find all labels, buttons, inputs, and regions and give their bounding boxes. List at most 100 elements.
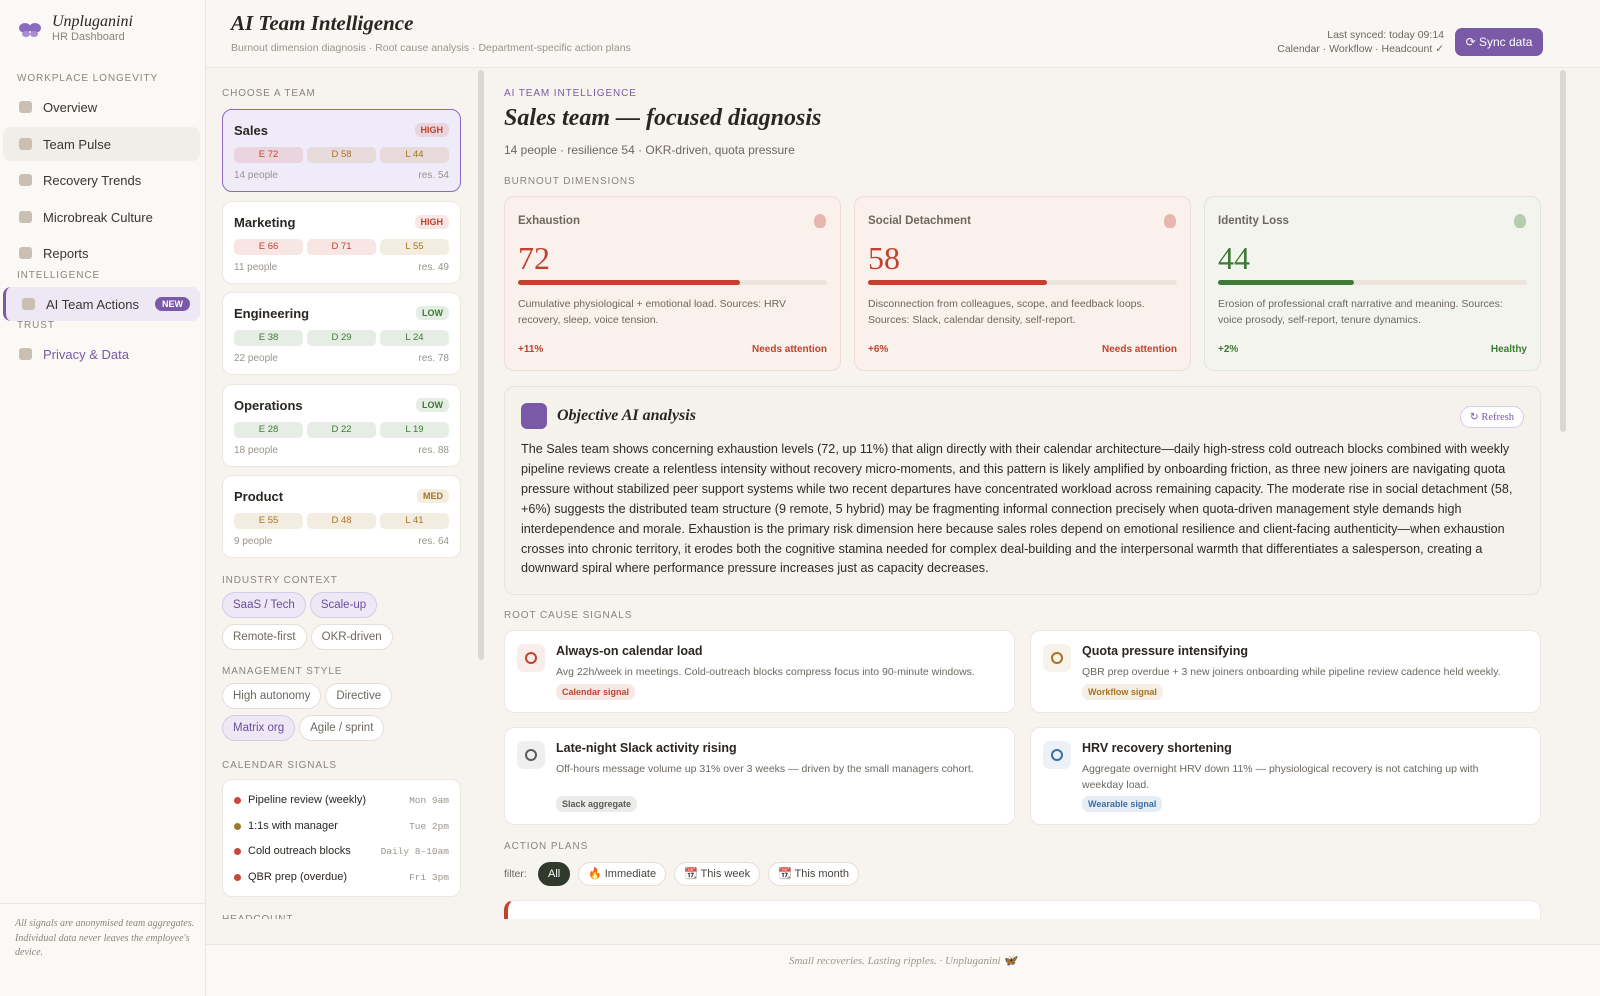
dimension-card: Social Detachment 58 Disconnection from co… (854, 196, 1191, 371)
dimension-label: Identity Loss (1218, 215, 1289, 227)
option-pill[interactable]: Agile / sprint (299, 715, 385, 741)
dimension-bar (1218, 280, 1354, 285)
team-name: Engineering (234, 306, 310, 321)
team-card[interactable]: Operations LOW E 28 D 22 L 19 18 people res. 8… (222, 383, 461, 467)
root-cause-icon (517, 644, 545, 672)
event-dot (234, 873, 241, 881)
team-resilience: res. 64 (418, 536, 449, 547)
dimension-chip: E 72 (234, 147, 303, 163)
nav-label: AI Team Actions (46, 296, 139, 312)
filter-chip[interactable]: All (538, 862, 571, 886)
icon-glyph (1051, 749, 1063, 761)
nav-item[interactable]: Reports (3, 236, 200, 270)
nav-badge: NEW (155, 296, 190, 311)
event-name: 1:1s with manager (248, 819, 338, 832)
section-title: CHOOSE A TEAM (222, 88, 316, 99)
dimension-status: Needs attention (1101, 344, 1177, 355)
nav-icon (19, 174, 32, 186)
footer: Small recoveries. Lasting ripples. · Unp… (206, 944, 1600, 996)
dimension-value: 44 (1218, 240, 1250, 276)
nav-item[interactable]: Microbreak Culture (3, 200, 200, 234)
bar-track (518, 280, 827, 285)
root-cause-title: Quota pressure intensifying (1082, 644, 1249, 658)
section-title: BURNOUT DIMENSIONS (504, 176, 636, 187)
event-time: Daily 8–10am (380, 846, 449, 857)
nav-item[interactable]: AI Team Actions NEW (3, 286, 200, 321)
dimension-chip: L 19 (380, 421, 449, 438)
section-title: CALENDAR SIGNALS (222, 760, 337, 771)
dimension-chip: L 41 (380, 513, 449, 529)
team-card[interactable]: Sales HIGH E 72 D 58 L 44 14 people res. 54 (222, 109, 461, 192)
sync-button[interactable]: ⟳ Sync data (1455, 28, 1543, 56)
risk-badge: LOW (416, 306, 449, 320)
team-card[interactable]: Marketing HIGH E 66 D 71 L 55 11 people res. 4… (222, 200, 461, 284)
team-card[interactable]: Engineering LOW E 38 D 29 L 24 22 people res. … (222, 292, 461, 375)
option-pill[interactable]: OKR-driven (310, 624, 393, 650)
dimension-chip: E 66 (234, 238, 303, 255)
filter-chip[interactable]: 📆 This week (674, 862, 761, 886)
dimension-label: Exhaustion (518, 215, 580, 227)
nav-section-title: WORKPLACE LONGEVITY (17, 73, 159, 84)
dimension-card: Exhaustion 72 Cumulative physiological + e… (504, 196, 841, 371)
dimension-description: Cumulative physiological + emotional loa… (518, 298, 786, 326)
option-pill[interactable]: High autonomy (222, 683, 322, 709)
root-cause-description: Avg 22h/week in meetings. Cold-outreach … (556, 666, 975, 678)
nav-icon (19, 210, 32, 223)
dimension-chip: E 28 (234, 421, 303, 438)
sync-sources: Calendar · Workflow · Headcount ✓ (1277, 43, 1444, 55)
dimension-chip: L 55 (380, 238, 449, 255)
nav-item[interactable]: Team Pulse (3, 126, 200, 161)
icon-glyph (525, 749, 537, 761)
root-cause-icon (1043, 741, 1071, 769)
team-size: 14 people (234, 170, 278, 181)
team-panel: CHOOSE A TEAM Sales HIGH E 72 D 58 L 44 14 peo… (206, 69, 478, 919)
nav-item[interactable]: Recovery Trends (3, 163, 200, 197)
team-size: 9 people (234, 536, 273, 547)
event-dot (234, 797, 241, 804)
dimension-chip: D 58 (307, 147, 376, 163)
option-pill[interactable]: Scale-up (309, 592, 378, 618)
pill-group: High autonomy Directive Matrix org Agile / … (222, 683, 467, 747)
dimension-description: Disconnection from colleagues, scope, an… (868, 298, 1145, 326)
dimension-description: Erosion of professional craft narrative … (1218, 298, 1503, 326)
dimension-label: Social Detachment (868, 215, 971, 227)
nav-item[interactable]: Overview (3, 90, 200, 124)
filter-label: filter: (504, 868, 527, 880)
dimension-bar (868, 280, 1048, 285)
header: AI Team Intelligence Burnout dimension d… (206, 0, 1600, 68)
dimension-status: Healthy (1490, 344, 1527, 355)
option-pill[interactable]: Directive (325, 683, 393, 709)
action-plan-card (504, 900, 1541, 919)
filter-chip[interactable]: 🔥 Immediate (578, 862, 667, 886)
risk-badge: HIGH (414, 214, 449, 229)
refresh-button[interactable]: ↻ Refresh (1459, 406, 1524, 428)
team-size: 18 people (234, 444, 278, 456)
scrollbar (478, 70, 484, 660)
dimension-icon (1164, 214, 1176, 228)
dimension-chip: D 48 (307, 513, 376, 529)
option-pill[interactable]: Remote-first (222, 624, 307, 650)
dimension-card: Identity Loss 44 Erosion of professional c… (1204, 196, 1541, 371)
event-name: Pipeline review (weekly) (248, 794, 366, 806)
dimension-chip: D 22 (307, 421, 376, 438)
calendar-card: Pipeline review (weekly) Mon 9am 1:1s with… (222, 779, 461, 897)
risk-badge: MED (417, 489, 449, 503)
root-cause-description: QBR prep overdue + 3 new joiners onboard… (1082, 666, 1501, 678)
page-title: AI Team Intelligence (231, 11, 414, 35)
team-resilience: res. 49 (418, 261, 449, 273)
team-card[interactable]: Product MED E 55 D 48 L 41 9 people res. 64 (222, 475, 461, 558)
root-cause-title: Late-night Slack activity rising (556, 741, 737, 755)
sidebar: Unpluganini HR Dashboard All signals are… (0, 0, 206, 996)
dimension-chip: D 29 (307, 330, 376, 346)
dimension-value: 58 (868, 240, 900, 276)
root-cause-card: Late-night Slack activity rising Off-hour… (504, 727, 1015, 825)
team-size: 11 people (234, 261, 278, 273)
filter-chip[interactable]: 📆 This month (768, 862, 859, 886)
team-size: 22 people (234, 353, 278, 364)
nav-item[interactable]: Privacy & Data (3, 337, 200, 371)
option-pill[interactable]: SaaS / Tech (222, 592, 306, 618)
pill-group: SaaS / Tech Scale-upRemote-first OKR-drive… (222, 592, 467, 656)
root-cause-title: Always-on calendar load (556, 644, 703, 658)
section-title: HEADCOUNT (222, 914, 293, 919)
option-pill[interactable]: Matrix org (222, 715, 296, 741)
